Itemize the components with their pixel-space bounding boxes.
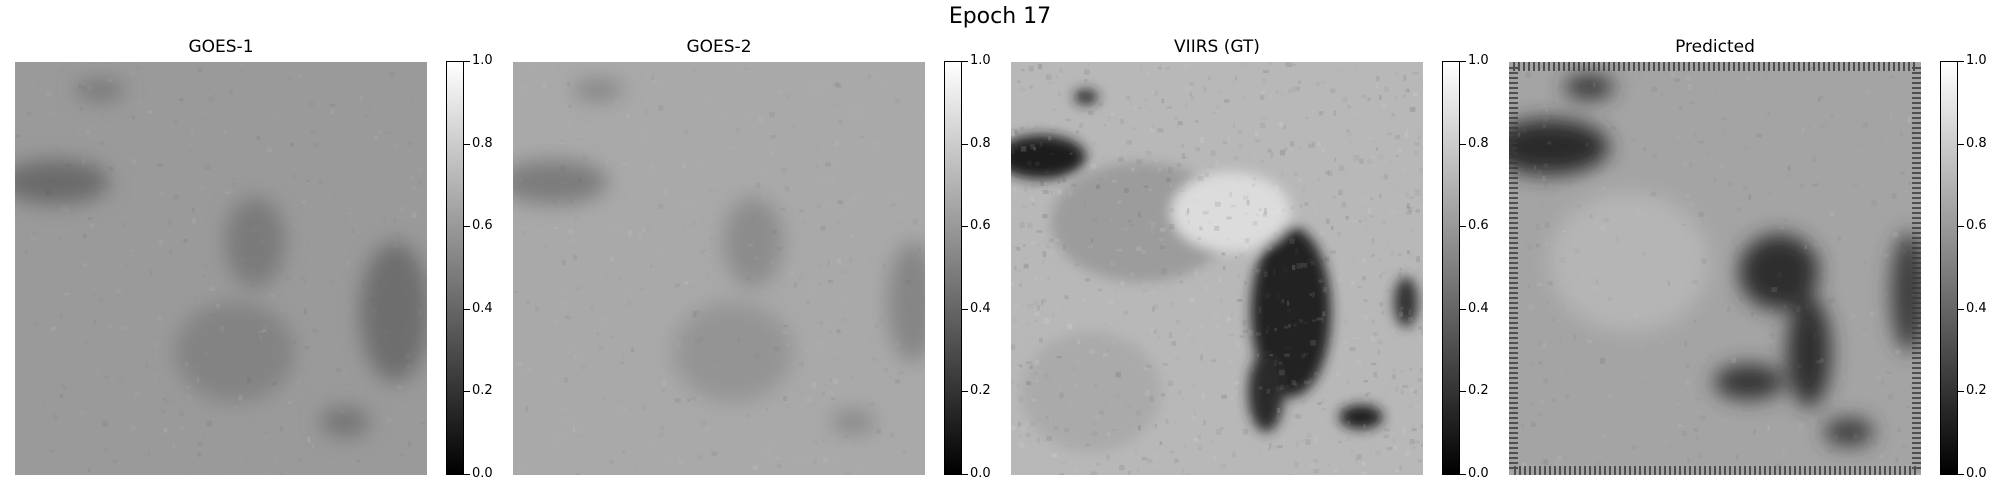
panel-image (1011, 62, 1423, 475)
colorbar-tick-label: 0.6 (472, 218, 493, 234)
colorbar (446, 61, 464, 475)
colorbar-tick (464, 474, 470, 475)
panel-image (1509, 62, 1921, 475)
colorbar-tick (962, 61, 968, 62)
panel-title: GOES-1 (188, 37, 254, 57)
colorbar-tick-label: 0.8 (1966, 135, 1987, 151)
colorbar-tick (1460, 308, 1466, 310)
colorbar-tick (1958, 61, 1964, 62)
panel-image (513, 62, 925, 475)
colorbar-tick (962, 143, 968, 145)
colorbar-tick-label: 0.4 (1966, 300, 1987, 316)
colorbar-tick-label: 0.2 (1966, 383, 1987, 399)
colorbar-tick (464, 226, 470, 228)
colorbar-tick-label: 0.8 (472, 135, 493, 151)
colorbar-tick-label: 0.6 (1468, 218, 1489, 234)
colorbar-tick (1958, 474, 1964, 475)
colorbar-tick (1958, 391, 1964, 393)
colorbar-tick-label: 0.2 (1468, 383, 1489, 399)
panel-image (15, 62, 427, 475)
colorbar-tick-label: 1.0 (1966, 53, 1987, 68)
colorbar-tick-label: 0.6 (970, 218, 991, 234)
colorbar-tick-label: 0.0 (970, 466, 991, 481)
colorbar-tick (1460, 474, 1466, 475)
colorbar-tick-label: 0.4 (970, 300, 991, 316)
colorbar-tick-label: 1.0 (1468, 53, 1489, 68)
panel-title: GOES-2 (686, 37, 752, 57)
colorbar-tick (1958, 226, 1964, 228)
colorbar-tick-label: 0.2 (472, 383, 493, 399)
colorbar-tick-label: 1.0 (472, 53, 493, 68)
colorbar-tick (1460, 61, 1466, 62)
colorbar-tick (1958, 308, 1964, 310)
panel-title: VIIRS (GT) (1174, 37, 1260, 57)
colorbar-tick (1460, 391, 1466, 393)
panel-title: Predicted (1675, 37, 1755, 57)
colorbar-tick-label: 0.4 (1468, 300, 1489, 316)
colorbar-tick-label: 1.0 (970, 53, 991, 68)
colorbar-tick (1958, 143, 1964, 145)
colorbar-tick-label: 0.0 (1468, 466, 1489, 481)
colorbar-tick-label: 0.4 (472, 300, 493, 316)
colorbar-tick-label: 0.8 (970, 135, 991, 151)
colorbar-tick-label: 0.2 (970, 383, 991, 399)
colorbar-tick (1460, 143, 1466, 145)
colorbar-tick (464, 61, 470, 62)
colorbar (1940, 61, 1958, 475)
colorbar-tick-label: 0.0 (472, 466, 493, 481)
colorbar-tick (464, 143, 470, 145)
colorbar (1442, 61, 1460, 475)
colorbar-tick (962, 391, 968, 393)
colorbar-tick (962, 308, 968, 310)
colorbar-tick-label: 0.6 (1966, 218, 1987, 234)
colorbar (944, 61, 962, 475)
colorbar-tick (464, 391, 470, 393)
colorbar-tick (962, 226, 968, 228)
figure-title: Epoch 17 (948, 4, 1052, 29)
colorbar-tick (962, 474, 968, 475)
colorbar-tick-label: 0.0 (1966, 466, 1987, 481)
colorbar-tick (464, 308, 470, 310)
colorbar-tick-label: 0.8 (1468, 135, 1489, 151)
colorbar-tick (1460, 226, 1466, 228)
